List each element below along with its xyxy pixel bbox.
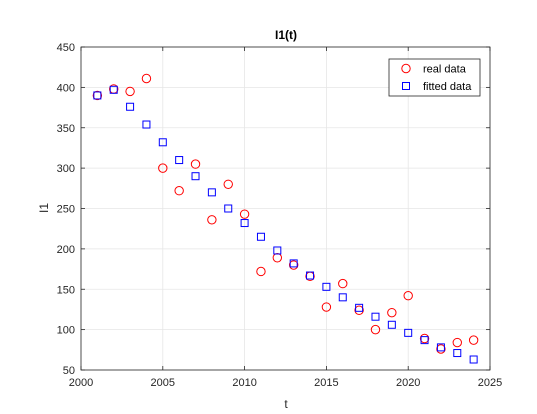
fitted-data-point — [273, 246, 282, 255]
y-tick-label: 100 — [57, 325, 75, 337]
fitted-data-point — [224, 204, 233, 213]
fitted-data-point — [142, 120, 151, 129]
real-data-point — [239, 209, 250, 219]
x-tick-label: 2020 — [396, 377, 420, 389]
real-data-point — [354, 305, 364, 315]
fitted-data-point — [420, 336, 429, 345]
y-axis-label: I1 — [37, 203, 51, 213]
real-data-point — [436, 344, 446, 354]
fitted-data-point — [289, 259, 298, 268]
y-tick-label: 200 — [57, 244, 75, 256]
fitted-data-point — [469, 355, 478, 364]
x-tick-label: 2015 — [314, 377, 338, 389]
fitted-data-point — [240, 219, 249, 228]
real-data-point — [321, 302, 332, 312]
y-tick-label: 350 — [57, 123, 75, 135]
x-tick-label: 2000 — [69, 377, 93, 389]
series-fitted-data — [93, 85, 478, 364]
real-data-point — [125, 86, 135, 97]
x-tick-label: 2005 — [151, 377, 175, 389]
fitted-data-point — [436, 343, 445, 352]
x-axis-label: t — [284, 397, 288, 411]
y-tick-label: 400 — [57, 82, 75, 94]
fitted-data-point — [93, 91, 102, 100]
fitted-data-point — [191, 172, 200, 181]
fitted-data-point — [207, 188, 216, 197]
fitted-data-point — [175, 156, 184, 165]
y-tick-labels: 50 100 150 200 250 300 350 400 450 — [57, 42, 75, 377]
y-tick-label: 450 — [57, 42, 75, 54]
fitted-data-point — [371, 312, 380, 321]
x-tick-label: 2025 — [478, 377, 502, 389]
x-tick-labels: 2000 2005 2010 2015 2020 2025 — [69, 377, 502, 389]
real-data-point — [468, 335, 479, 345]
real-data-point — [338, 278, 348, 289]
fitted-data-point — [404, 328, 413, 337]
fitted-data-point — [338, 293, 347, 302]
real-data-point — [452, 337, 462, 348]
fitted-data-point — [387, 320, 396, 329]
real-data-point — [403, 291, 413, 301]
legend-marker-fitted-data — [402, 82, 410, 90]
real-data-point — [370, 324, 381, 335]
legend-label-real-data: real data — [423, 64, 467, 76]
real-data-point — [158, 163, 168, 173]
fitted-data-point — [322, 282, 331, 291]
x-tick-label: 2010 — [232, 377, 256, 389]
y-tick-label: 300 — [57, 163, 75, 175]
fitted-data-point — [453, 349, 462, 358]
real-data-point — [92, 90, 103, 101]
real-data-point — [190, 159, 201, 169]
real-data-point — [141, 73, 152, 84]
y-tick-label: 50 — [63, 365, 75, 377]
legend: real data fitted data — [388, 58, 481, 97]
fitted-data-point — [158, 138, 167, 147]
series-real-data — [92, 73, 479, 354]
y-tick-label: 250 — [57, 204, 75, 216]
fitted-data-point — [306, 271, 315, 280]
tick-marks — [80, 46, 491, 371]
real-data-point — [207, 215, 217, 225]
series-layer — [92, 73, 479, 364]
real-data-point — [419, 333, 430, 344]
fitted-data-point — [109, 85, 118, 94]
real-data-point — [223, 179, 233, 189]
legend-label-fitted-data: fitted data — [423, 81, 472, 93]
plot-area — [80, 46, 491, 371]
fitted-data-point — [355, 303, 364, 312]
real-data-point — [256, 266, 266, 277]
chart-title: I1(t) — [275, 28, 297, 42]
legend-marker-real-data — [401, 63, 411, 74]
real-data-point — [174, 186, 184, 196]
y-tick-label: 150 — [57, 284, 75, 296]
fitted-data-point — [256, 232, 265, 241]
real-data-point — [288, 260, 299, 270]
real-data-point — [387, 307, 397, 318]
fitted-data-point — [126, 102, 135, 111]
